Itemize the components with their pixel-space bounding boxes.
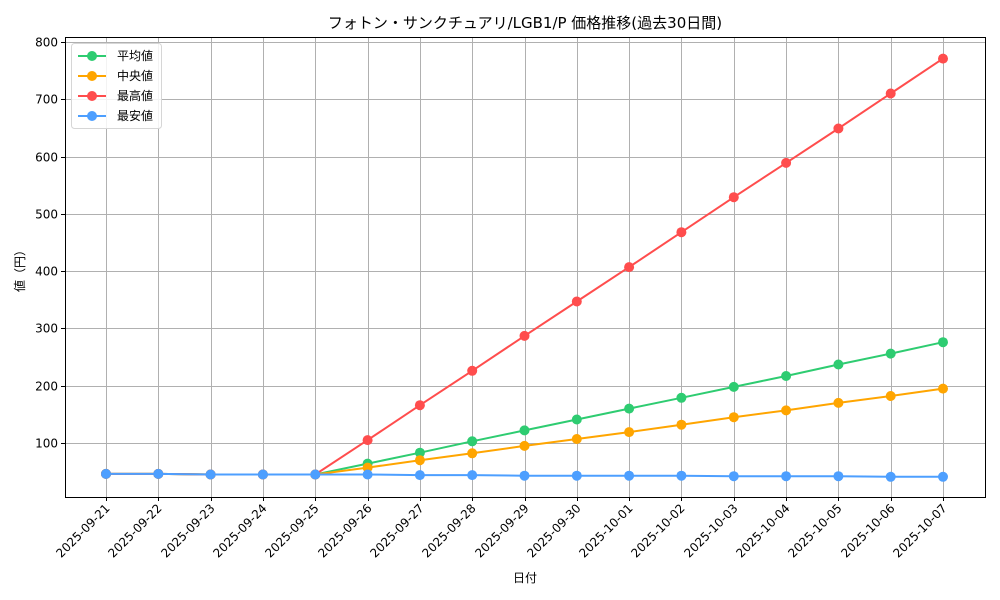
data-point-marker <box>519 425 530 436</box>
legend-label: 最安値 <box>117 108 153 123</box>
data-point-marker <box>781 157 792 168</box>
data-point-marker <box>938 53 948 64</box>
legend-label: 中央値 <box>117 68 153 83</box>
y-tick-label: 200 <box>35 380 58 394</box>
data-point-marker <box>833 359 844 370</box>
series-lines <box>101 53 948 482</box>
data-point-marker <box>624 427 635 438</box>
data-point-marker <box>781 405 792 416</box>
chart-title: フォトン・サンクチュアリ/LGB1/P 価格推移(過去30日間) <box>328 14 722 32</box>
data-point-marker <box>624 403 635 414</box>
y-axis: 100 200 300 400 500 600 700 800 <box>35 36 65 451</box>
legend-box <box>71 43 162 129</box>
y-tick-label: 600 <box>35 151 58 165</box>
data-point-marker <box>676 392 687 403</box>
data-point-marker <box>885 88 896 99</box>
data-point-marker <box>833 397 844 408</box>
data-point-marker <box>153 468 164 479</box>
data-point-marker <box>519 330 530 341</box>
data-point-marker <box>467 470 478 481</box>
data-point-marker <box>571 470 582 481</box>
data-point-marker <box>467 365 478 376</box>
data-point-marker <box>728 381 739 392</box>
data-point-marker <box>728 412 739 423</box>
data-point-marker <box>676 419 687 430</box>
data-point-marker <box>310 469 321 480</box>
data-point-marker <box>781 471 792 482</box>
legend-item: 中央値 <box>78 68 153 83</box>
legend-marker-icon <box>87 111 97 121</box>
data-point-marker <box>362 469 373 480</box>
data-point-marker <box>414 470 425 481</box>
data-point-marker <box>519 470 530 481</box>
data-point-marker <box>728 192 739 203</box>
legend-item: 平均値 <box>78 48 153 63</box>
y-tick-label: 500 <box>35 208 58 222</box>
y-axis-label: 値（円） <box>12 244 27 292</box>
data-point-marker <box>571 296 582 307</box>
data-point-marker <box>781 371 792 381</box>
legend-marker-icon <box>87 91 97 101</box>
y-tick-label: 700 <box>35 93 58 107</box>
series-3 <box>101 468 948 482</box>
data-point-marker <box>833 471 844 482</box>
y-tick-label: 300 <box>35 322 58 336</box>
y-tick-label: 100 <box>35 437 58 451</box>
y-tick-label: 800 <box>35 36 58 50</box>
data-point-marker <box>519 440 530 451</box>
data-point-marker <box>467 436 478 447</box>
data-point-marker <box>885 348 896 359</box>
data-point-marker <box>205 469 216 480</box>
y-tick-label: 400 <box>35 265 58 279</box>
data-point-marker <box>728 471 739 482</box>
data-point-marker <box>938 337 948 348</box>
legend-label: 最高値 <box>117 88 153 103</box>
data-point-marker <box>362 435 373 446</box>
data-point-marker <box>101 468 111 479</box>
data-point-marker <box>624 470 635 481</box>
data-point-marker <box>257 469 268 480</box>
legend-item: 最高値 <box>78 88 153 103</box>
data-point-marker <box>833 123 844 134</box>
data-point-marker <box>885 471 896 482</box>
data-point-marker <box>414 400 425 411</box>
legend-marker-icon <box>87 51 97 61</box>
data-point-marker <box>938 471 948 482</box>
data-point-marker <box>885 391 896 401</box>
data-point-marker <box>467 448 478 459</box>
x-axis-label: 日付 <box>513 571 537 585</box>
data-point-marker <box>362 462 373 473</box>
data-point-marker <box>676 227 687 238</box>
data-point-marker <box>571 434 582 444</box>
data-point-marker <box>571 414 582 425</box>
data-point-marker <box>676 470 687 481</box>
data-point-marker <box>414 455 425 466</box>
legend-marker-icon <box>87 71 97 81</box>
data-point-marker <box>624 262 635 273</box>
data-point-marker <box>938 383 948 394</box>
data-point-marker <box>414 447 425 458</box>
legend-item: 最安値 <box>78 108 153 123</box>
legend-label: 平均値 <box>117 48 153 63</box>
